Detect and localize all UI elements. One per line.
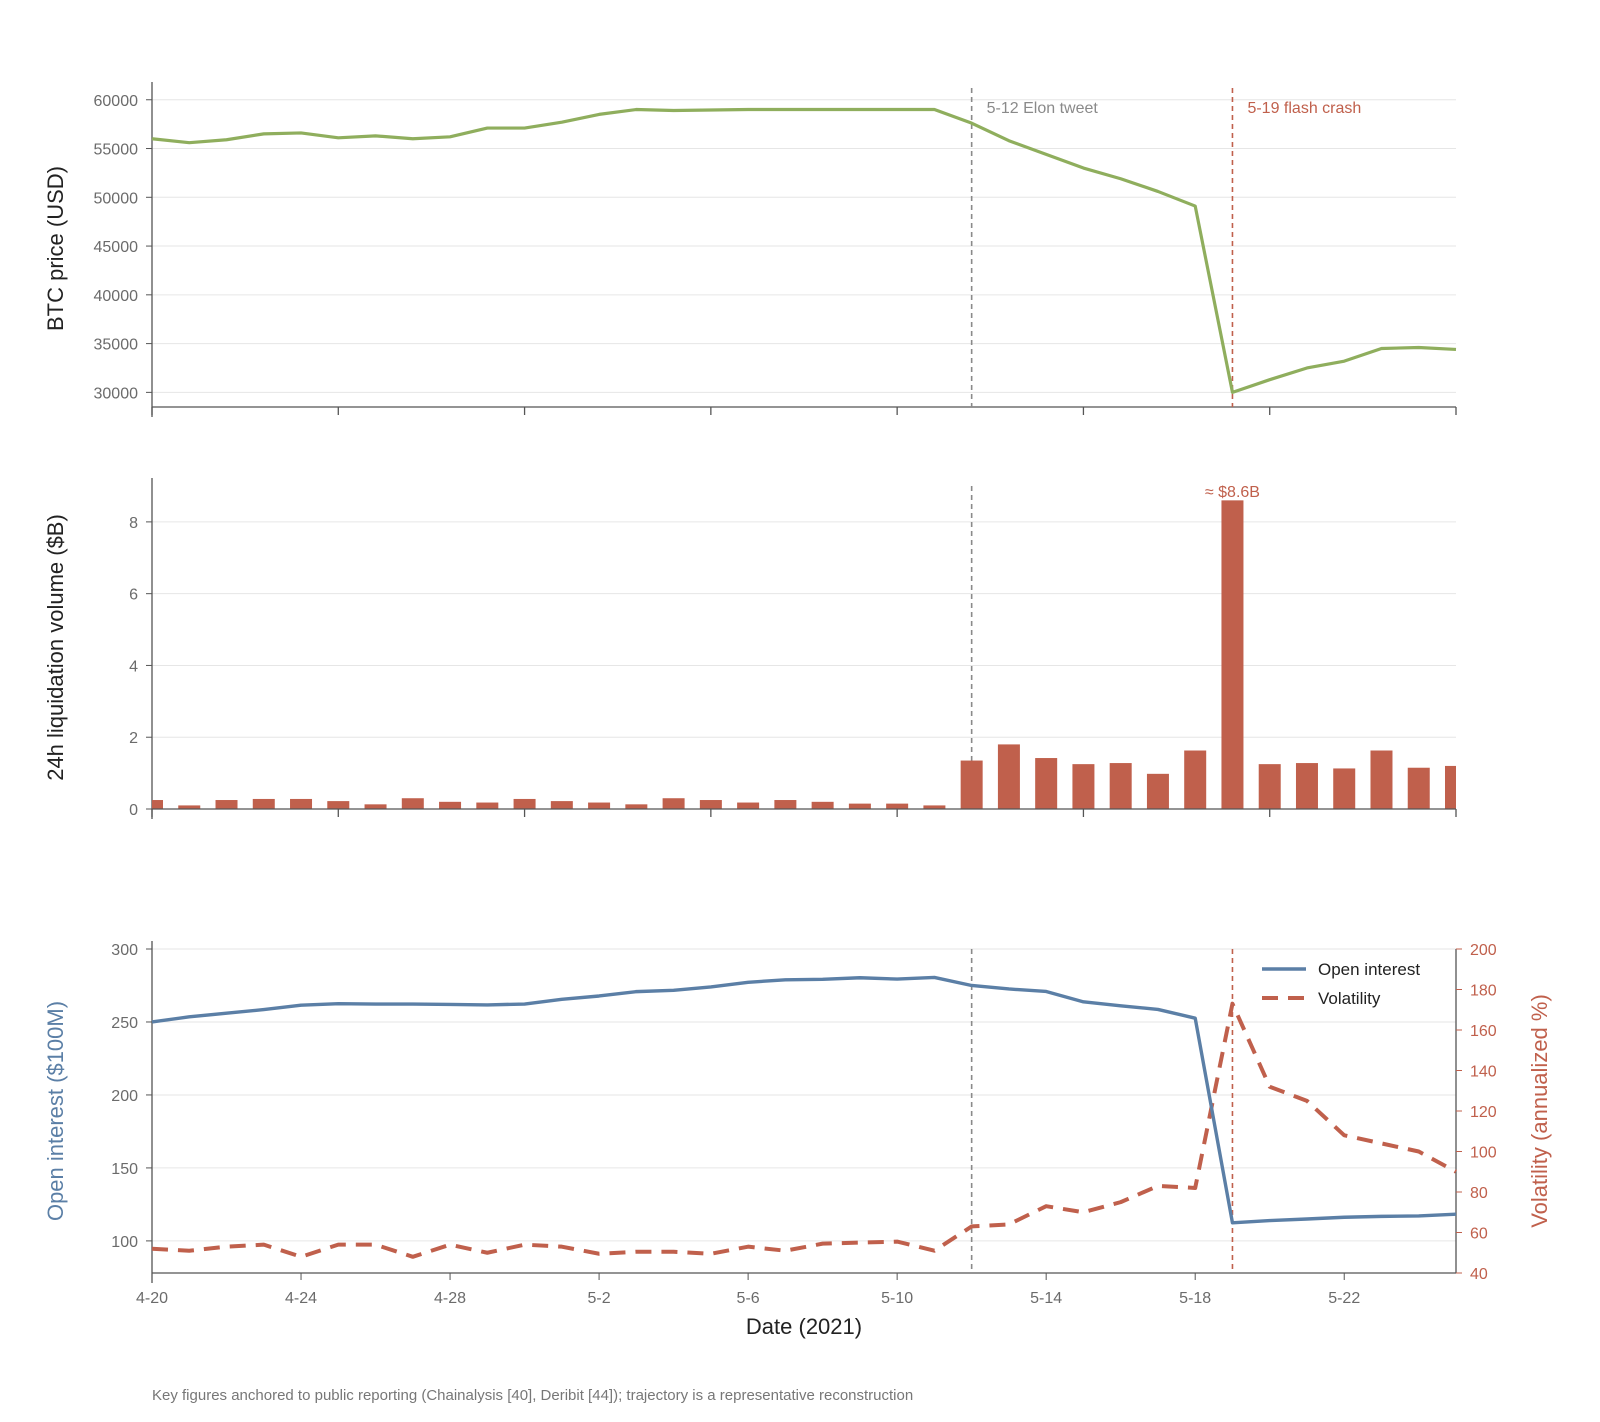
liquidation-bar — [699, 800, 722, 809]
liquidation-bar — [1221, 500, 1244, 809]
liquidation-bar — [364, 804, 387, 809]
y-tick-label: 55000 — [94, 142, 139, 159]
y-tick-label: 35000 — [94, 337, 139, 354]
y-axis-title: BTC price (USD) — [43, 166, 68, 331]
liquidation-bar — [1445, 765, 1456, 809]
flash-crash-label: 5-19 flash crash — [1247, 100, 1361, 117]
y-tick-label: 150 — [111, 1161, 138, 1178]
right-axis-title: Volatility (annualized %) — [1527, 994, 1552, 1228]
y-tick-label: 2 — [129, 730, 138, 747]
x-tick-label: 5-18 — [1179, 1290, 1211, 1307]
peak-liquidation-label: ≈ $8.6B — [1205, 484, 1260, 501]
liquidation-bar — [327, 801, 350, 809]
y-tick-label: 40000 — [94, 288, 139, 305]
y-tick-label: 45000 — [94, 239, 139, 256]
y-axis-title: 24h liquidation volume ($B) — [43, 514, 68, 781]
y-tick-label: 0 — [129, 802, 138, 819]
btc-price-line — [151, 107, 1457, 394]
y-axis-title: Open interest ($100M) — [43, 1001, 68, 1221]
liquidation-bar — [737, 802, 760, 809]
y-tick-label: 4 — [129, 658, 138, 675]
liquidation-bar — [1370, 750, 1393, 809]
liquidation-bar — [662, 798, 685, 809]
x-tick-label: 5-2 — [588, 1290, 611, 1307]
y-tick-label: 6 — [129, 587, 138, 604]
liquidation-bar — [811, 801, 834, 809]
liquidation-bar — [1035, 758, 1058, 809]
liquidation-bar — [1109, 763, 1132, 809]
y-tick-label: 250 — [111, 1015, 138, 1032]
liquidation-bar — [1407, 767, 1430, 809]
liquidation-bar — [1333, 768, 1356, 809]
legend-volatility-label: Volatility — [1318, 989, 1381, 1008]
y-tick-label: 60000 — [94, 93, 139, 110]
x-tick-label: 4-20 — [136, 1290, 168, 1307]
y-tick-label: 8 — [129, 515, 138, 532]
liquidation-bar — [550, 801, 573, 809]
right-tick-label: 80 — [1470, 1185, 1488, 1202]
x-tick-label: 5-6 — [737, 1290, 760, 1307]
liquidation-bar — [625, 804, 648, 809]
elon-tweet-label: 5-12 Elon tweet — [987, 100, 1099, 117]
y-tick-label: 200 — [111, 1088, 138, 1105]
liquidation-bar — [152, 800, 163, 809]
y-tick-label: 300 — [111, 942, 138, 959]
x-tick-label: 5-14 — [1030, 1290, 1062, 1307]
liquidation-bar — [588, 802, 611, 809]
open-interest-line — [151, 975, 1457, 1225]
y-tick-label: 100 — [111, 1234, 138, 1251]
x-axis-title: Date (2021) — [746, 1314, 862, 1339]
right-tick-label: 200 — [1470, 942, 1497, 959]
liquidation-bar — [960, 760, 983, 809]
volatility-line — [151, 1001, 1457, 1259]
liquidation-bar — [401, 798, 424, 809]
liquidation-bar — [1184, 750, 1207, 809]
liquidation-bar — [1072, 764, 1095, 809]
liquidation-panel: 0 2 4 6 8 24h liquidation volume ($B) ≈ $8.6B — [43, 478, 1457, 819]
liquidation-bar — [923, 805, 946, 809]
liquidation-bar — [290, 798, 313, 809]
liquidation-bar — [1258, 764, 1281, 809]
right-tick-label: 100 — [1470, 1145, 1497, 1162]
x-tick-label: 4-24 — [285, 1290, 317, 1307]
right-tick-label: 180 — [1470, 983, 1497, 1000]
footnote: Key figures anchored to public reporting… — [152, 1387, 914, 1404]
liquidation-bar — [513, 798, 536, 809]
x-tick-label: 4-28 — [434, 1290, 466, 1307]
liquidation-bar — [886, 803, 909, 809]
liquidation-bar — [1146, 773, 1169, 809]
open-interest-volatility-panel: 100 150 200 250 300 Open interest ($100M) 40 60… — [43, 941, 1552, 1339]
y-tick-label: 30000 — [94, 385, 139, 402]
x-tick-label: 5-10 — [881, 1290, 913, 1307]
y-tick-label: 50000 — [94, 190, 139, 207]
liquidation-bar — [178, 805, 201, 809]
liquidation-bar — [1295, 763, 1318, 809]
liquidation-bar — [252, 798, 275, 809]
liquidation-bar — [476, 802, 499, 809]
liquidation-bar — [439, 801, 462, 809]
right-tick-label: 140 — [1470, 1064, 1497, 1081]
right-tick-label: 160 — [1470, 1023, 1497, 1040]
price-panel: 30000 35000 40000 45000 50000 55000 60000 BTC p… — [43, 82, 1457, 417]
liquidation-bar — [997, 744, 1020, 809]
liquidation-bar — [774, 800, 797, 809]
right-tick-label: 120 — [1470, 1104, 1497, 1121]
x-tick-label: 5-22 — [1328, 1290, 1360, 1307]
right-tick-label: 60 — [1470, 1226, 1488, 1243]
legend: Open interest Volatility — [1262, 960, 1420, 1008]
legend-open-interest-label: Open interest — [1318, 960, 1420, 979]
right-tick-label: 40 — [1470, 1266, 1488, 1283]
liquidation-bar — [848, 803, 871, 809]
liquidation-bar — [215, 800, 238, 809]
